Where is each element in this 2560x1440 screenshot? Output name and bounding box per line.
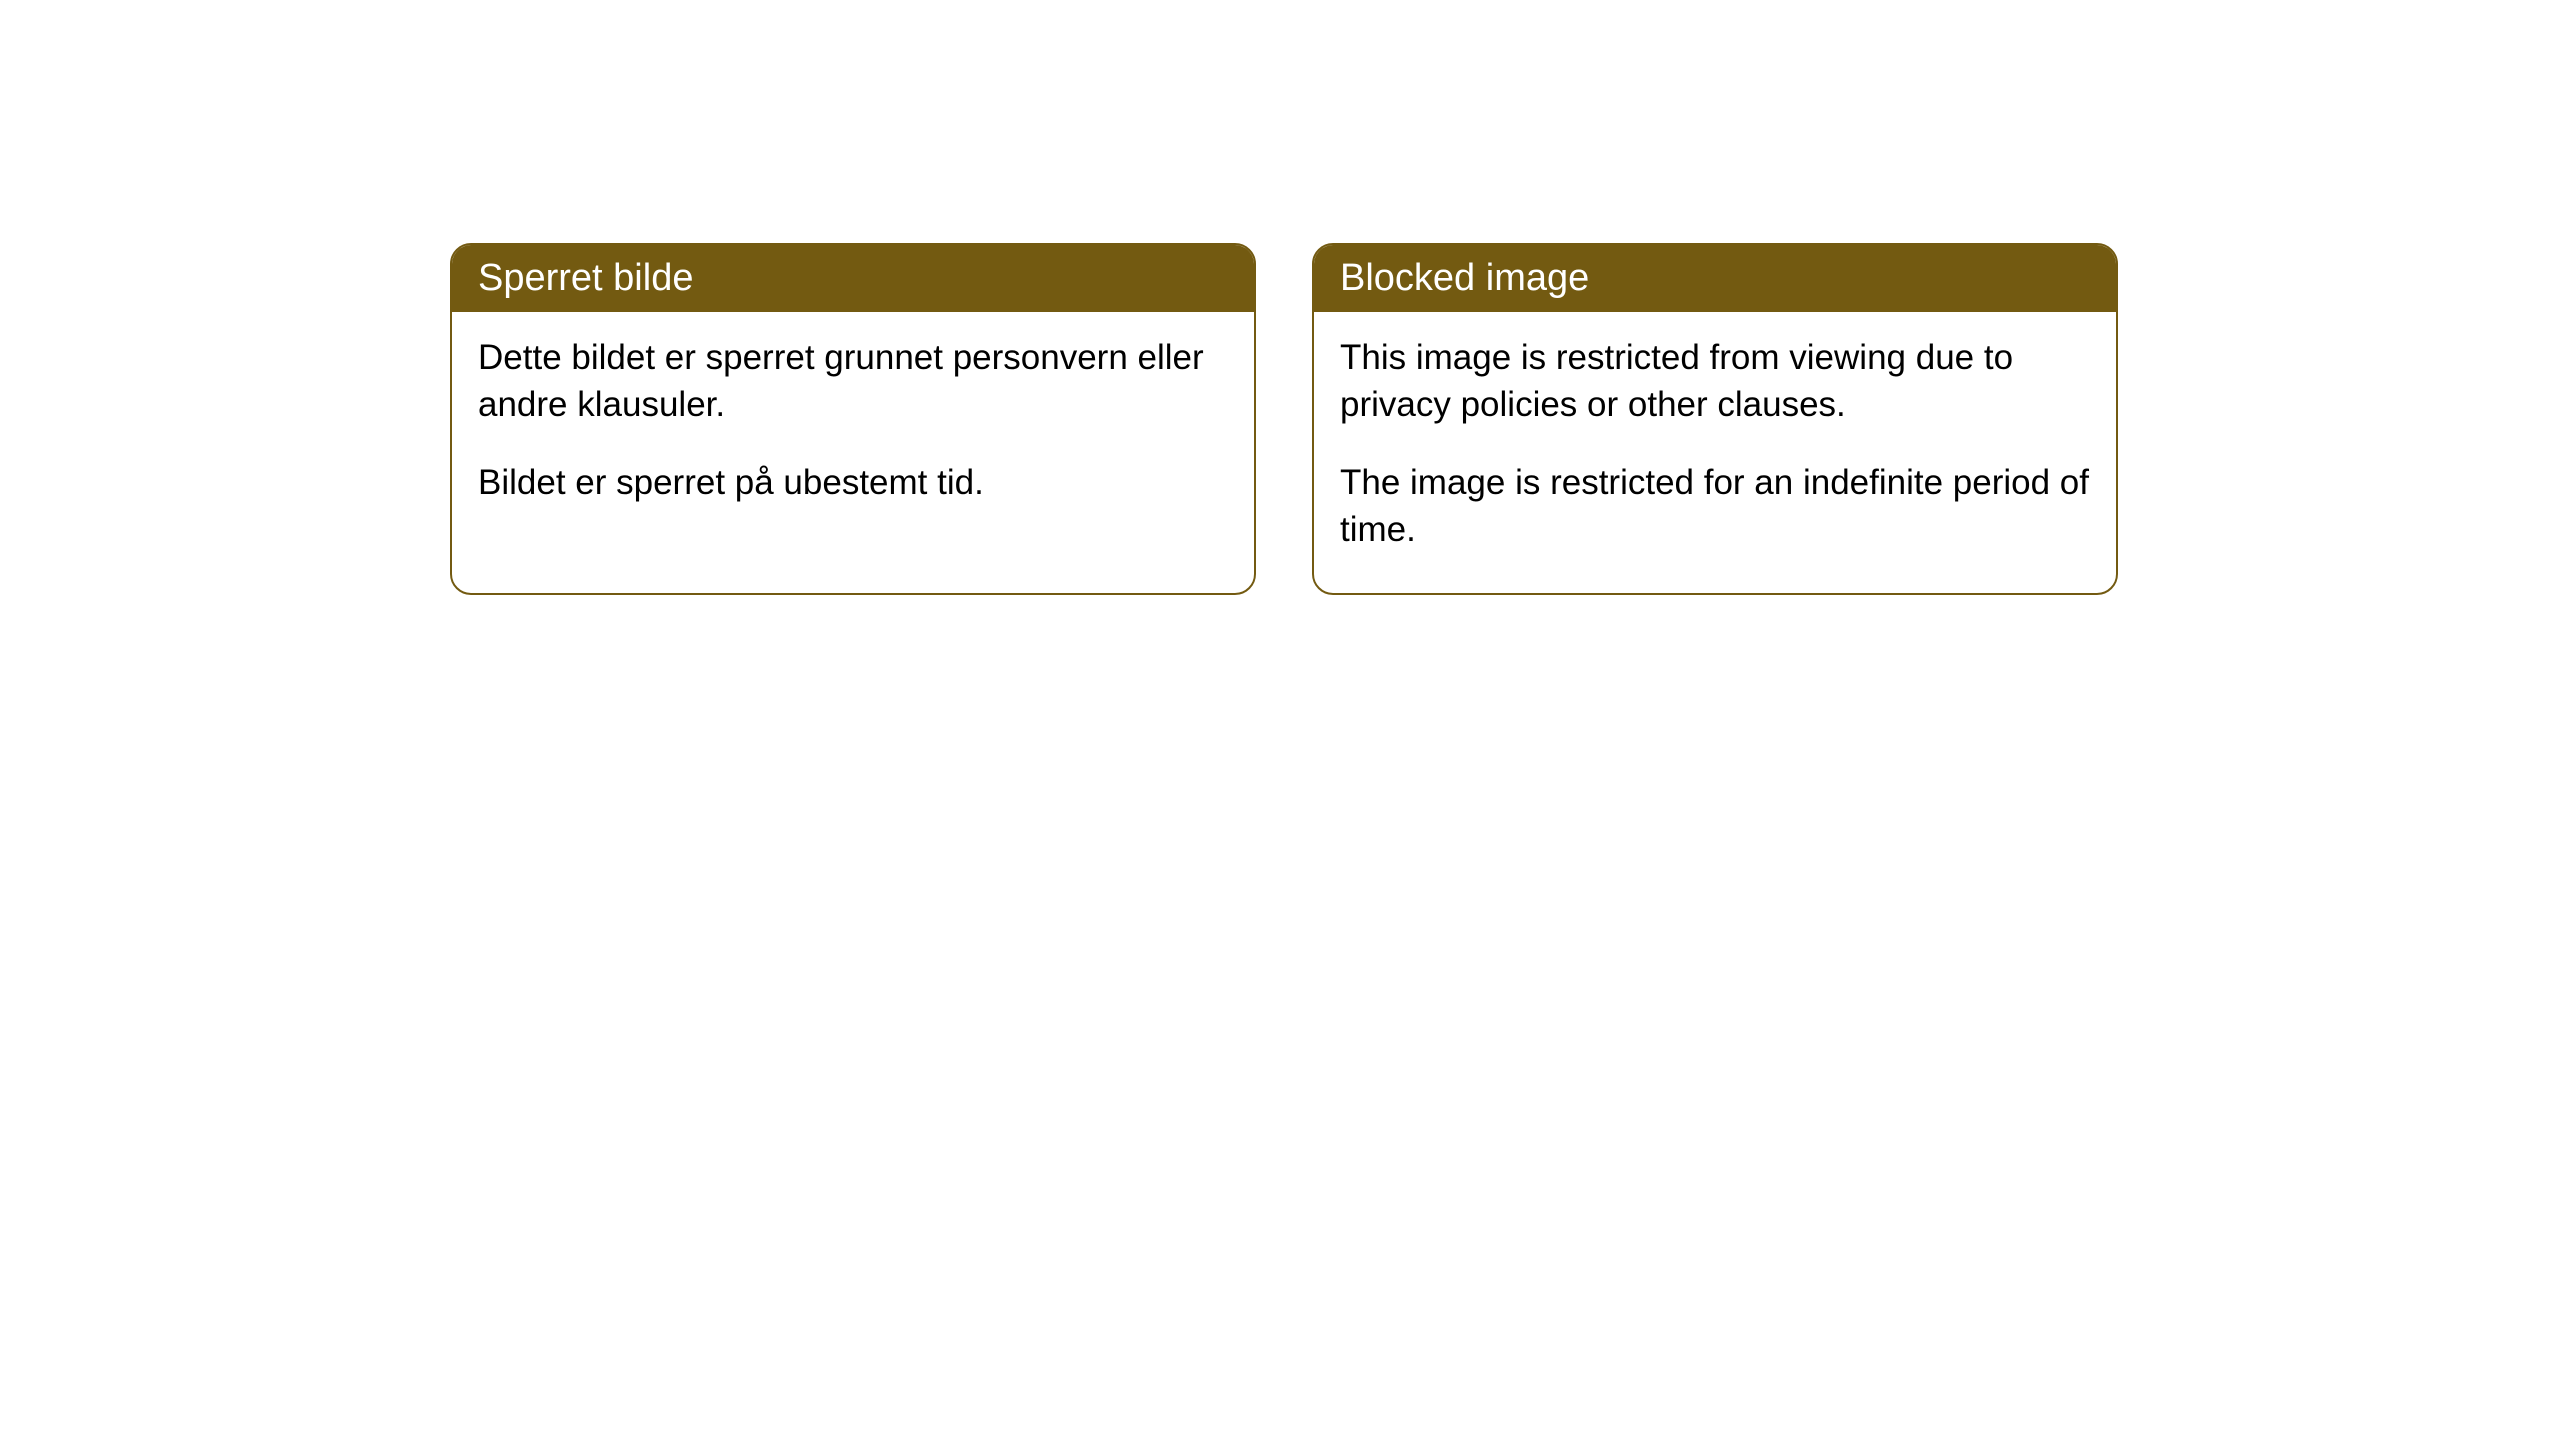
card-para2: Bildet er sperret på ubestemt tid. xyxy=(478,459,1228,506)
notice-card-english: Blocked image This image is restricted f… xyxy=(1312,243,2118,595)
card-body-norwegian: Dette bildet er sperret grunnet personve… xyxy=(452,312,1254,546)
card-para1: Dette bildet er sperret grunnet personve… xyxy=(478,334,1228,429)
card-para1: This image is restricted from viewing du… xyxy=(1340,334,2090,429)
notice-card-norwegian: Sperret bilde Dette bildet er sperret gr… xyxy=(450,243,1256,595)
card-title: Sperret bilde xyxy=(478,257,693,299)
card-header-norwegian: Sperret bilde xyxy=(452,245,1254,312)
card-header-english: Blocked image xyxy=(1314,245,2116,312)
notice-cards-container: Sperret bilde Dette bildet er sperret gr… xyxy=(450,243,2118,595)
card-title: Blocked image xyxy=(1340,257,1589,299)
card-body-english: This image is restricted from viewing du… xyxy=(1314,312,2116,593)
card-para2: The image is restricted for an indefinit… xyxy=(1340,459,2090,554)
